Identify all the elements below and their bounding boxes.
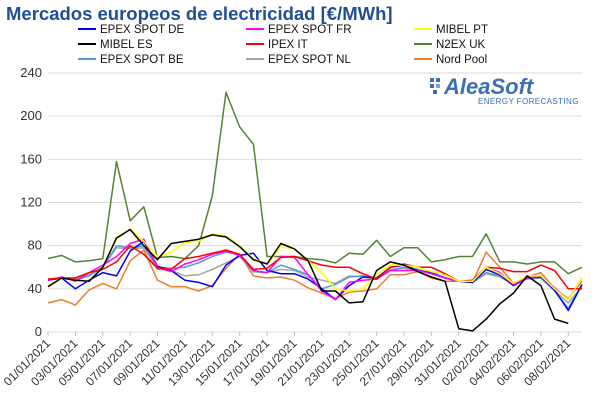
legend-label: EPEX SPOT NL <box>268 54 351 66</box>
gridlines <box>48 72 582 333</box>
y-tick-label: 0 <box>35 324 42 339</box>
legend-label: Nord Pool <box>436 54 487 66</box>
x-axis-ticks: 01/01/202103/01/202105/01/202107/01/2021… <box>1 332 574 389</box>
legend-label: EPEX SPOT FR <box>268 24 352 36</box>
y-tick-label: 240 <box>20 65 42 80</box>
page-title: Mercados europeos de electricidad [€/MWh… <box>6 3 393 24</box>
series-lines <box>47 91 583 332</box>
y-tick-label: 160 <box>20 151 42 166</box>
legend-label: MIBEL ES <box>100 39 153 51</box>
y-tick-label: 200 <box>20 108 42 123</box>
series-line-nord-pool <box>47 249 583 306</box>
legend-label: EPEX SPOT BE <box>100 54 184 66</box>
series-line-mibel-pt <box>47 228 583 301</box>
aleasoft-logo: AleaSoft ENERGY FORECASTING <box>430 74 579 106</box>
y-tick-label: 80 <box>28 238 42 253</box>
legend-label: MIBEL PT <box>436 24 488 36</box>
legend: EPEX SPOT DE EPEX SPOT FR MIBEL PT MIBEL ES… <box>78 24 488 66</box>
y-axis-ticks: 0 40 80 120 160 200 240 <box>20 65 42 339</box>
y-tick-label: 40 <box>28 281 42 296</box>
y-tick-label: 120 <box>20 195 42 210</box>
series-line-epex-spot-nl <box>47 247 583 304</box>
legend-label: EPEX SPOT DE <box>100 24 184 36</box>
logo-tagline: ENERGY FORECASTING <box>478 97 579 106</box>
logo-name: AleaSoft <box>443 74 535 99</box>
series-line-n2ex-uk <box>47 91 583 275</box>
logo-dots-icon <box>430 78 440 94</box>
series-line-ipex-it <box>47 244 582 290</box>
legend-label: IPEX IT <box>268 39 308 51</box>
series-line-mibel-es <box>47 228 569 332</box>
legend-label: N2EX UK <box>436 39 486 51</box>
